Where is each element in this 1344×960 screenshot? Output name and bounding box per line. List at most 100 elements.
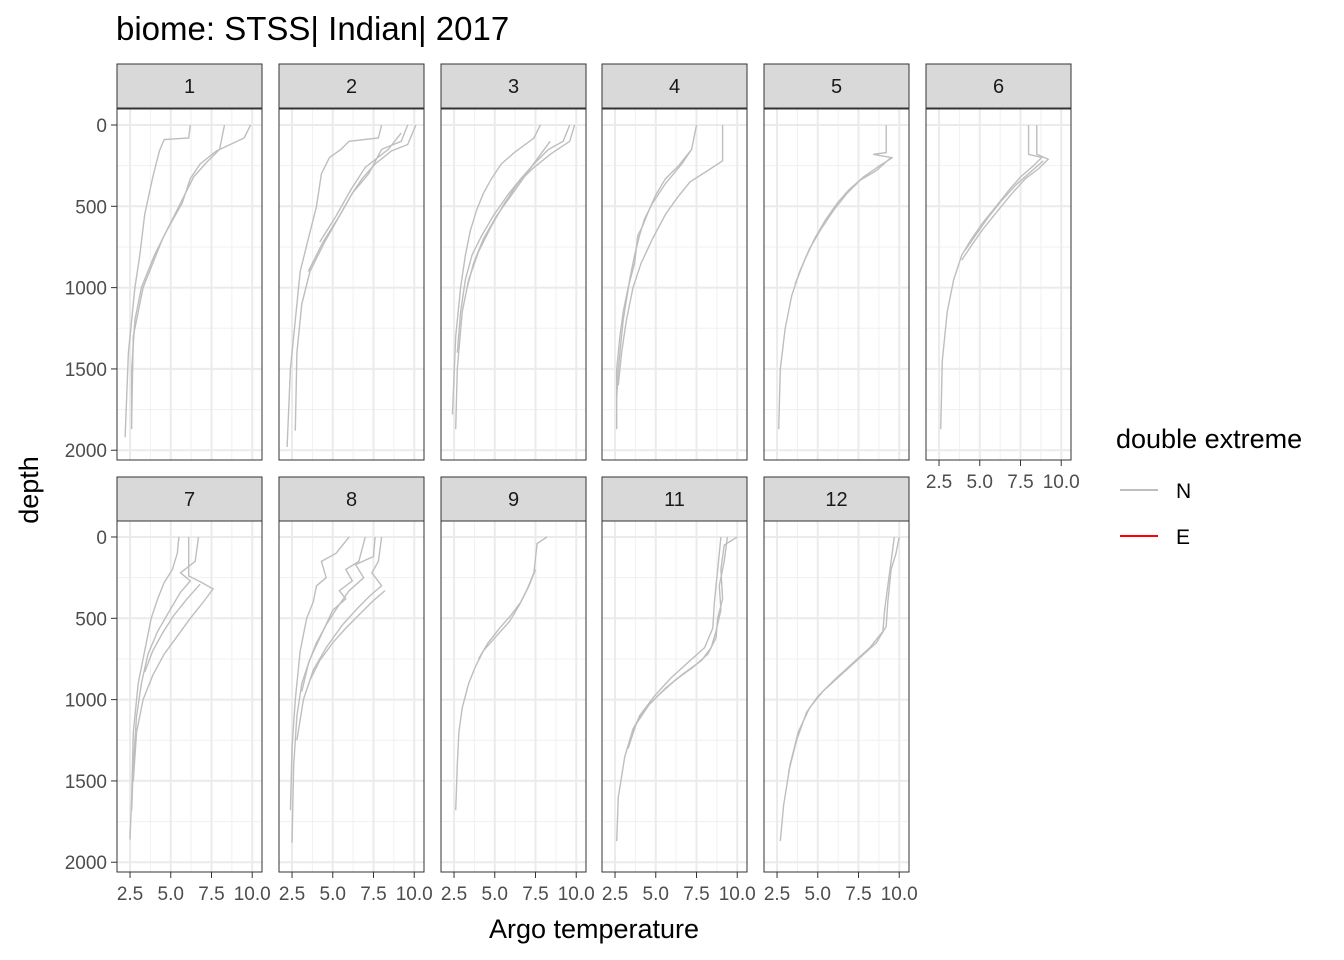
panel-border [440, 520, 587, 873]
profile-line-9-2 [477, 569, 537, 660]
x-tick-label: 2.5 [926, 472, 952, 493]
panel-background [602, 109, 747, 460]
panel-border [763, 108, 910, 461]
y-tick-label: 1500 [65, 360, 107, 381]
x-tick-label: 7.5 [198, 884, 224, 905]
legend-title: double extreme [1116, 424, 1302, 454]
panel-background [441, 521, 586, 872]
profile-line-6-2 [961, 125, 1050, 261]
facet-strip-label: 5 [831, 76, 842, 98]
panel-background [764, 109, 909, 460]
facet-strip-8 [278, 476, 425, 522]
profile-line-7-3 [132, 537, 215, 781]
facet-strip-7 [116, 476, 263, 522]
facet-strip-label: 4 [669, 76, 680, 98]
panel-border [925, 108, 1072, 461]
facet-strip-label: 11 [664, 489, 685, 511]
panel-border [116, 520, 263, 873]
profile-line-5-1 [778, 125, 893, 430]
panel-border [440, 108, 587, 461]
facet-panel-1: 1 0 500 1000 1500 2000 [65, 63, 263, 462]
x-tick-label: 2.5 [117, 884, 143, 905]
y-tick-label: 1000 [65, 691, 107, 712]
facet-strip-4 [601, 63, 748, 109]
facet-panel-11: 11 2.5 5.0 7.5 10.0 [601, 476, 756, 905]
profile-line-11-2 [627, 536, 729, 749]
facet-strip-1 [116, 63, 263, 109]
profile-line-3-1 [451, 124, 542, 415]
profile-line-1-3 [131, 124, 226, 418]
profile-line-4-3 [616, 149, 693, 399]
facet-strip-label: 6 [993, 76, 1004, 98]
x-tick-label: 10.0 [396, 884, 433, 905]
y-tick-label: 0 [96, 116, 107, 137]
facet-strip-9 [440, 476, 587, 522]
facet-panel-12: 12 2.5 5.0 7.5 10.0 [763, 476, 918, 905]
x-tick-label: 10.0 [558, 884, 595, 905]
x-tick-label: 5.0 [320, 884, 346, 905]
profile-line-6-1 [940, 125, 1044, 430]
facet-panel-5: 5 [763, 63, 910, 461]
profile-line-4-2 [617, 125, 724, 386]
x-tick-label: 2.5 [441, 884, 467, 905]
facet-strip-label: 7 [184, 489, 195, 511]
facet-strip-2 [278, 63, 425, 109]
x-tick-label: 10.0 [719, 884, 756, 905]
facet-panel-3: 3 [440, 63, 587, 461]
profile-line-2-3 [307, 124, 409, 272]
panel-background [279, 109, 424, 460]
profile-line-11-3 [629, 536, 722, 741]
x-tick-label: 7.5 [522, 884, 548, 905]
x-tick-label: 5.0 [482, 884, 508, 905]
facet-strip-11 [601, 476, 748, 522]
facet-strip-6 [925, 63, 1072, 109]
profile-line-6-3 [964, 160, 1044, 251]
profile-line-7-4 [144, 583, 201, 673]
facet-strip-12 [763, 476, 910, 522]
x-tick-label: 2.5 [602, 884, 628, 905]
facet-strip-label: 9 [508, 489, 519, 511]
profile-line-2-4 [319, 132, 402, 243]
profile-line-8-5 [309, 590, 386, 681]
profile-line-3-4 [466, 140, 551, 288]
x-axis-title: Argo temperature [489, 914, 699, 944]
facet-panel-9: 9 2.5 5.0 7.5 10.0 [440, 476, 595, 905]
x-tick-label: 7.5 [683, 884, 709, 905]
profile-line-12-2 [787, 536, 895, 773]
x-tick-label: 7.5 [360, 884, 386, 905]
facet-strip-label: 2 [346, 76, 357, 98]
x-tick-label: 10.0 [234, 884, 271, 905]
x-tick-label: 2.5 [764, 884, 790, 905]
y-tick-label: 1500 [65, 772, 107, 793]
legend: double extreme N E [1116, 424, 1302, 549]
x-tick-label: 5.0 [967, 472, 993, 493]
panel-background [764, 521, 909, 872]
x-tick-label: 7.5 [1007, 472, 1033, 493]
facet-panels: 1 0 500 1000 1500 2000 2 3 4 5 6 2.5 5.0 7.5 10.0 7 0 500… [65, 63, 1080, 905]
facet-panel-4: 4 [601, 63, 748, 461]
profile-line-8-1 [289, 536, 350, 811]
y-axis-title: depth [14, 456, 44, 524]
legend-label-e: E [1176, 526, 1190, 549]
x-tick-label: 10.0 [1043, 472, 1080, 493]
panel-border [116, 108, 263, 461]
profile-line-2-1 [286, 124, 383, 448]
x-tick-label: 7.5 [845, 884, 871, 905]
y-tick-label: 500 [75, 197, 107, 218]
profile-line-3-3 [456, 124, 571, 353]
panel-background [117, 521, 262, 872]
panel-border [601, 108, 748, 461]
profile-line-7-1 [129, 536, 180, 840]
x-tick-label: 10.0 [881, 884, 918, 905]
y-tick-label: 500 [75, 609, 107, 630]
legend-label-n: N [1176, 480, 1191, 503]
facet-strip-5 [763, 63, 910, 109]
profile-line-7-2 [131, 536, 200, 811]
facet-strip-3 [440, 63, 587, 109]
x-tick-label: 5.0 [805, 884, 831, 905]
facet-strip-label: 3 [508, 76, 519, 98]
facet-panel-2: 2 [278, 63, 425, 461]
panel-border [278, 108, 425, 461]
x-tick-label: 2.5 [279, 884, 305, 905]
